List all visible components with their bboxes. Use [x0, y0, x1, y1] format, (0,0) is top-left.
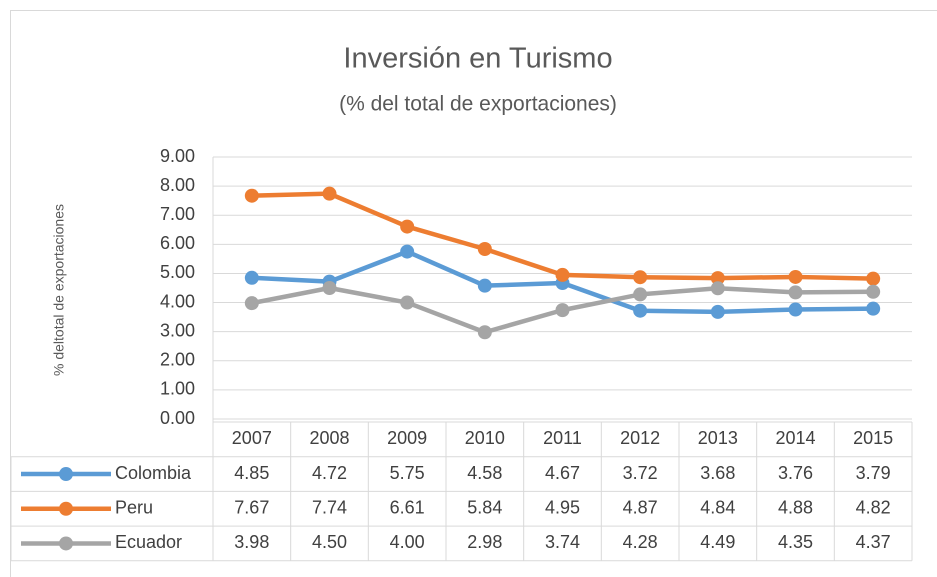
- y-tick-label: 1.00: [160, 379, 195, 399]
- y-tick-label: 4.00: [160, 291, 195, 311]
- data-point: [244, 270, 259, 285]
- data-point: [788, 269, 803, 284]
- table-value: 3.72: [623, 463, 658, 483]
- table-value: 5.84: [467, 498, 502, 518]
- x-tick-label: 2015: [853, 428, 893, 448]
- x-tick-label: 2013: [698, 428, 738, 448]
- x-tick-label: 2009: [387, 428, 427, 448]
- data-point: [555, 303, 570, 318]
- data-point: [633, 270, 648, 285]
- table-value: 3.98: [234, 532, 269, 552]
- y-tick-label: 9.00: [160, 146, 195, 166]
- table-value: 3.74: [545, 532, 580, 552]
- y-tick-label: 3.00: [160, 320, 195, 340]
- x-tick-label: 2010: [465, 428, 505, 448]
- table-value: 6.61: [390, 498, 425, 518]
- table-value: 4.58: [467, 463, 502, 483]
- x-tick-label: 2008: [309, 428, 349, 448]
- table-value: 5.75: [390, 463, 425, 483]
- legend-label: Colombia: [115, 463, 192, 483]
- table-value: 7.67: [234, 498, 269, 518]
- table-value: 4.85: [234, 463, 269, 483]
- data-point: [322, 281, 337, 295]
- table-value: 4.88: [778, 498, 813, 518]
- data-point: [866, 284, 881, 299]
- data-point: [244, 188, 259, 203]
- data-point: [788, 285, 803, 300]
- data-point: [477, 278, 492, 293]
- table-value: 4.37: [856, 532, 891, 552]
- table-value: 3.79: [856, 463, 891, 483]
- table-value: 4.67: [545, 463, 580, 483]
- table-value: 4.35: [778, 532, 813, 552]
- data-point: [477, 241, 492, 256]
- data-point: [866, 301, 881, 316]
- data-point: [322, 186, 337, 201]
- table-value: 4.84: [700, 498, 735, 518]
- y-tick-label: 8.00: [160, 175, 195, 195]
- data-point: [710, 271, 725, 286]
- legend-marker: [59, 501, 73, 516]
- data-point: [400, 244, 415, 259]
- data-point: [710, 281, 725, 296]
- data-point: [400, 219, 415, 234]
- data-point: [244, 296, 259, 311]
- x-tick-label: 2011: [543, 428, 582, 448]
- data-point: [477, 325, 492, 340]
- y-tick-label: 0.00: [160, 408, 195, 428]
- table-value: 3.68: [700, 463, 735, 483]
- x-tick-label: 2014: [775, 428, 815, 448]
- table-value: 4.50: [312, 532, 347, 552]
- data-point: [710, 304, 725, 319]
- table-value: 3.76: [778, 463, 813, 483]
- table-value: 4.82: [856, 498, 891, 518]
- data-point: [400, 295, 415, 310]
- y-tick-label: 2.00: [160, 350, 195, 370]
- data-point: [866, 271, 881, 286]
- y-tick-label: 7.00: [160, 204, 195, 224]
- table-value: 4.87: [623, 498, 658, 518]
- data-point: [633, 287, 648, 302]
- table-value: 4.28: [623, 532, 658, 552]
- table-value: 4.72: [312, 463, 347, 483]
- chart-title: Inversión en Turismo: [343, 43, 612, 75]
- legend-label: Ecuador: [115, 532, 182, 552]
- data-point: [788, 302, 803, 317]
- data-point: [555, 267, 570, 282]
- y-tick-label: 6.00: [160, 233, 195, 253]
- table-value: 7.74: [312, 498, 347, 518]
- table-value: 4.49: [700, 532, 735, 552]
- x-tick-label: 2007: [232, 428, 272, 448]
- legend-marker: [59, 467, 73, 482]
- legend-marker: [59, 536, 73, 551]
- x-tick-label: 2012: [620, 428, 660, 448]
- table-value: 4.00: [390, 532, 425, 552]
- table-value: 2.98: [467, 532, 502, 552]
- chart-subtitle: (% del total de exportaciones): [339, 93, 617, 116]
- data-point: [633, 303, 648, 318]
- legend-label: Peru: [115, 498, 153, 518]
- y-axis-label: % deltotal de exportaciones: [51, 204, 67, 376]
- table-value: 4.95: [545, 498, 580, 518]
- y-tick-label: 5.00: [160, 262, 195, 282]
